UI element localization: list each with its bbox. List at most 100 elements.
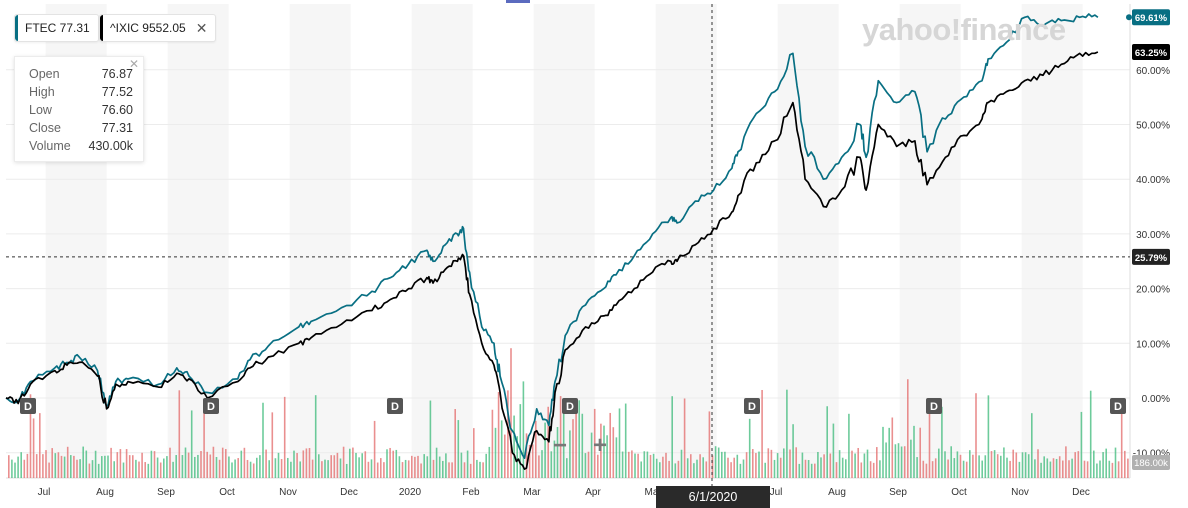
- volume-bar: [566, 458, 568, 478]
- volume-bar: [243, 447, 246, 478]
- x-tick-label: Nov: [1011, 487, 1029, 498]
- volume-bar: [978, 455, 980, 478]
- x-tick-label: Oct: [219, 487, 235, 498]
- volume-bar: [866, 449, 869, 478]
- volume-bar: [370, 459, 373, 478]
- volume-bar: [981, 460, 983, 478]
- volume-bar: [187, 452, 190, 478]
- volume-bar: [748, 418, 751, 478]
- volume-bar: [631, 450, 633, 478]
- volume-bar: [265, 449, 267, 478]
- volume-bar: [705, 461, 708, 478]
- volume-bar: [894, 444, 897, 478]
- volume-bar: [1062, 460, 1064, 478]
- volume-end-label-text: 186.00k: [1134, 458, 1168, 469]
- volume-bar: [699, 454, 701, 478]
- volume-bar: [593, 408, 596, 478]
- volume-bar: [727, 457, 729, 478]
- ohlc-row-open: Open 76.87: [29, 65, 133, 83]
- volume-bar: [962, 460, 965, 478]
- volume-bar: [488, 446, 491, 478]
- volume-bar: [305, 448, 308, 478]
- volume-bar: [597, 454, 599, 478]
- volume-bar: [479, 461, 481, 478]
- volume-bar: [144, 462, 146, 478]
- volume-bar: [931, 461, 934, 478]
- y-tick-label: 10.00%: [1136, 339, 1170, 350]
- volume-bar: [671, 396, 673, 478]
- volume-bar: [959, 454, 962, 478]
- series-line-ixic: [5, 51, 1099, 470]
- volume-bar: [259, 455, 261, 478]
- volume-bar: [367, 461, 370, 478]
- volume-bar: [42, 454, 44, 478]
- volume-bar: [810, 463, 813, 478]
- zoom-in-button[interactable]: +: [592, 432, 607, 459]
- volume-end-label: [1132, 455, 1170, 470]
- volume-bar: [969, 450, 971, 478]
- ohlc-value: 76.60: [101, 103, 133, 117]
- volume-bar: [721, 451, 723, 478]
- ohlc-value: 77.52: [101, 85, 133, 99]
- y-tick-label: 50.00%: [1136, 121, 1170, 132]
- volume-bar: [683, 398, 686, 478]
- volume-bar: [1124, 450, 1126, 478]
- crosshair-value-label-text: 25.79%: [1135, 253, 1168, 264]
- ixic-end-label-text: 63.25%: [1135, 48, 1168, 59]
- ohlc-label: Low: [29, 103, 52, 117]
- volume-bar: [745, 452, 748, 478]
- volume-bar: [435, 447, 438, 478]
- volume-bar: [246, 459, 249, 478]
- volume-bar: [510, 348, 512, 478]
- volume-bar: [252, 463, 255, 478]
- volume-bar: [277, 452, 280, 478]
- x-tick-label: Sep: [889, 487, 907, 498]
- volume-bar: [166, 456, 168, 478]
- volume-bar: [29, 394, 32, 478]
- volume-bar: [333, 455, 336, 478]
- volume-bar: [702, 457, 704, 478]
- volume-bar: [35, 454, 38, 478]
- volume-bar: [888, 427, 890, 478]
- volume-bar: [20, 452, 22, 478]
- volume-bar: [717, 447, 720, 478]
- volume-bar: [57, 452, 60, 478]
- volume-bar: [290, 461, 292, 478]
- month-band: [167, 4, 229, 478]
- volume-bar: [376, 462, 379, 478]
- volume-bar: [770, 449, 773, 478]
- volume-bar: [621, 451, 624, 478]
- volume-bar: [364, 451, 367, 478]
- volume-bar: [1006, 457, 1008, 478]
- volume-bar: [919, 427, 921, 478]
- volume-bar: [615, 437, 618, 478]
- volume-bar: [200, 451, 202, 478]
- volume-bar: [1003, 447, 1005, 478]
- dividend-marker-label: D: [748, 401, 756, 413]
- legend-ftec[interactable]: FTEC 77.31: [14, 14, 99, 42]
- zoom-out-button[interactable]: −: [552, 432, 567, 459]
- volume-bar: [522, 381, 525, 478]
- volume-bar: [169, 447, 171, 478]
- volume-bar: [256, 457, 258, 478]
- volume-bar: [1046, 458, 1049, 478]
- volume-bar: [500, 420, 503, 478]
- volume-bar: [572, 419, 574, 478]
- close-icon[interactable]: ✕: [128, 57, 139, 71]
- volume-bar: [73, 455, 75, 478]
- dividend-marker: [387, 398, 403, 414]
- volume-bar: [460, 452, 463, 478]
- volume-bar: [296, 453, 298, 478]
- volume-bar: [516, 436, 518, 478]
- volume-bar: [17, 456, 19, 478]
- legend-ixic[interactable]: ^IXIC 9552.05 ✕: [99, 14, 217, 42]
- volume-bar: [677, 460, 680, 478]
- volume-bar: [814, 463, 816, 478]
- volume-bar: [1114, 447, 1117, 478]
- volume-bar: [60, 455, 63, 478]
- close-icon[interactable]: ✕: [195, 19, 208, 36]
- volume-bar: [832, 423, 835, 478]
- volume-bar: [1071, 458, 1073, 478]
- volume-bar: [764, 462, 766, 478]
